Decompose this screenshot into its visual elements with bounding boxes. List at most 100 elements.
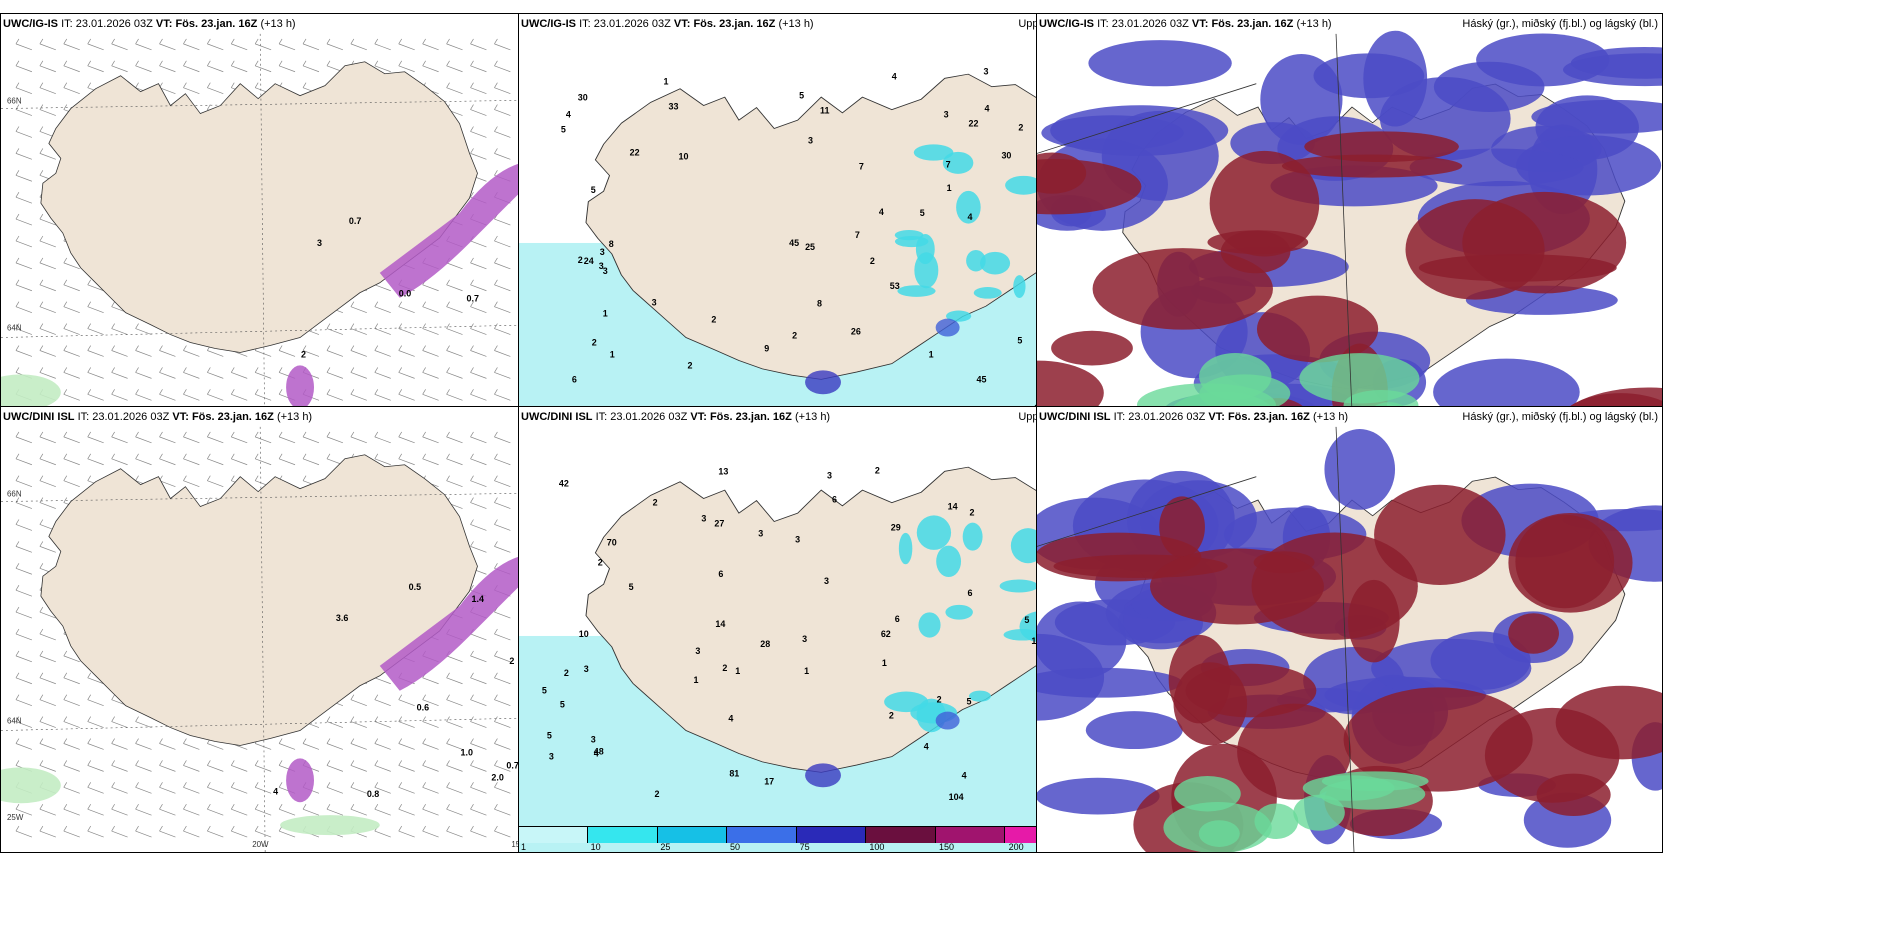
value-label: 25 [805, 242, 815, 252]
value-label: 10 [579, 629, 589, 639]
value-label: 7 [859, 161, 864, 171]
value-label: 3.6 [336, 613, 348, 623]
value-label: 30 [1001, 150, 1011, 160]
value-label: 5 [542, 686, 547, 696]
legend-label: 75 [799, 842, 810, 852]
lead-time: (+13 h) [276, 411, 313, 423]
model-name: UWC/DINI ISL [3, 411, 75, 423]
legend-swatch [796, 827, 867, 843]
legend-swatch [657, 827, 728, 843]
lat-label-64n: 64N [7, 324, 22, 333]
value-label: 5 [547, 731, 552, 741]
value-label: 14 [948, 502, 958, 512]
panel-header: UWC/IG-IS IT: 23.01.2026 03Z VT: Fös. 23… [3, 18, 296, 30]
value-label: 3 [599, 261, 604, 271]
value-label: 5 [629, 582, 634, 592]
value-label: 3 [758, 528, 763, 538]
value-label: 2 [875, 466, 880, 476]
lat-label-25w: 25W [7, 813, 24, 822]
lat-label-66n: 66N [7, 97, 22, 106]
legend-swatch [935, 827, 1006, 843]
value-label: 0.5 [409, 582, 421, 592]
lead-time: (+13 h) [794, 411, 831, 423]
value-label: 4 [892, 72, 897, 82]
value-label: 14 [715, 619, 725, 629]
value-label: 48 [594, 746, 604, 756]
value-label: 3 [802, 634, 807, 644]
value-label: 26 [851, 327, 861, 337]
model-name: UWC/IG-IS [3, 18, 58, 30]
legend-label: 50 [730, 842, 741, 852]
vt-label: VT: [1191, 18, 1209, 30]
legend-swatch [588, 827, 658, 843]
value-label: 45 [977, 374, 987, 384]
value-label: 6 [832, 495, 837, 505]
vt-label: VT: [1208, 411, 1225, 423]
legend-label: 100 [869, 842, 885, 852]
value-label: 2 [598, 557, 603, 567]
value-label: 4 [594, 748, 599, 758]
value-label: 45 [789, 238, 799, 248]
value-label: 2 [1018, 122, 1023, 132]
it-value: 23.01.2026 03Z [1128, 411, 1206, 423]
it-value: 23.01.2026 03Z [75, 18, 153, 30]
it-value: 23.01.2026 03Z [610, 411, 688, 423]
value-label: 3 [317, 238, 322, 248]
value-label: 30 [578, 93, 588, 103]
value-label: 1 [882, 658, 887, 668]
vt-label: VT: [673, 18, 691, 30]
value-label: 4 [962, 770, 967, 780]
value-label: 62 [881, 629, 891, 639]
value-label: 5 [1017, 336, 1022, 346]
value-label: 5 [1024, 615, 1029, 625]
vt-value: Fös. 23.jan. 16Z [693, 18, 776, 30]
map-canvas [1037, 14, 1662, 459]
value-label: 2 [870, 256, 875, 266]
value-label: 2 [711, 315, 716, 325]
value-label: 33 [669, 102, 679, 112]
legend-label: 150 [939, 842, 955, 852]
legend-label: 200 [1008, 842, 1024, 852]
value-label: 104 [949, 792, 964, 802]
vt-value: Fös. 23.jan. 16Z [709, 411, 792, 423]
vt-label: VT: [155, 18, 173, 30]
it-value: 23.01.2026 03Z [1111, 18, 1189, 30]
value-label: 1 [735, 666, 740, 676]
value-label: 8 [609, 239, 614, 249]
value-label: 1 [664, 77, 669, 87]
lead-time: (+13 h) [260, 18, 296, 30]
value-label: 4 [968, 212, 973, 222]
value-label: 3 [944, 110, 949, 120]
value-label: 3 [603, 266, 608, 276]
legend-label: 1 [521, 842, 527, 852]
value-label: 28 [760, 639, 770, 649]
value-label: 3 [808, 135, 813, 145]
value-label: 3 [984, 67, 989, 77]
value-label: 4 [985, 104, 990, 114]
panel-header: UWC/DINI ISL IT: 23.01.2026 03Z VT: Fös.… [1039, 411, 1348, 423]
value-label: 3 [549, 751, 554, 761]
value-label: 5 [967, 697, 972, 707]
it-label: IT: [1113, 411, 1126, 423]
value-label: 24 [584, 256, 594, 266]
value-label: 5 [799, 91, 804, 101]
panel-title: Háský (gr.), miðský (fj.bl.) og lágský (… [1462, 18, 1658, 30]
value-label: 0.0 [399, 289, 411, 299]
value-label: 0.8 [367, 789, 379, 799]
it-label: IT: [579, 18, 591, 30]
model-name: UWC/DINI ISL [521, 411, 593, 423]
vt-value: Fös. 23.jan. 16Z [191, 411, 274, 423]
it-label: IT: [1097, 18, 1109, 30]
value-label: 13 [718, 467, 728, 477]
value-label: 70 [607, 537, 617, 547]
value-label: 2 [792, 331, 797, 341]
value-label: 6 [718, 569, 723, 579]
vt-label: VT: [172, 411, 189, 423]
value-label: 3 [701, 513, 706, 523]
value-label: 2 [301, 349, 306, 359]
value-label: 1 [610, 349, 615, 359]
value-label: 2 [592, 338, 597, 348]
value-label: 2 [655, 789, 660, 799]
lead-time: (+13 h) [778, 18, 814, 30]
value-label: 22 [630, 147, 640, 157]
